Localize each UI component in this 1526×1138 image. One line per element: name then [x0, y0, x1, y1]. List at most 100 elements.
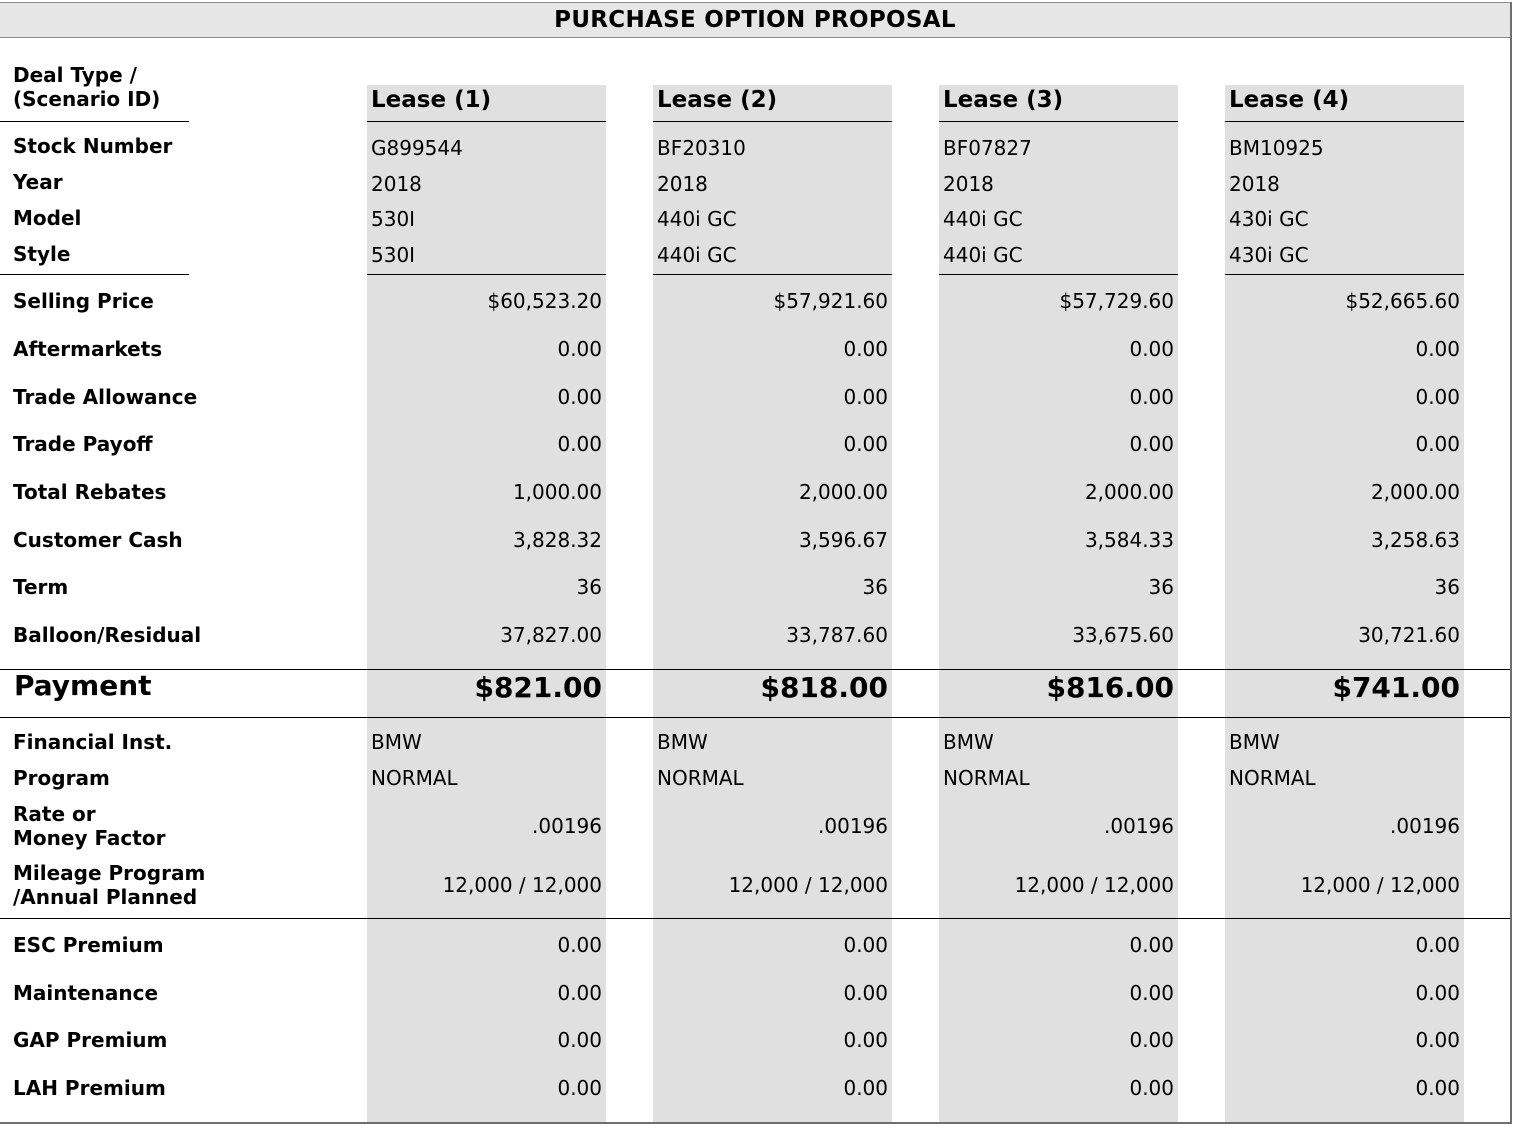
vehicle-rule-col-3 [939, 274, 1178, 275]
premiums-top-rule [0, 918, 1510, 919]
scenario-2-program: NORMAL [657, 766, 744, 790]
scenario-4-financial-inst: BMW [1229, 730, 1280, 754]
header-rule-col-2 [653, 121, 892, 122]
scenario-2-trade-payoff: 0.00 [843, 432, 888, 456]
scenario-2-customer-cash: 3,596.67 [798, 528, 888, 552]
label-annual-planned: /Annual Planned [13, 885, 198, 909]
label-aftermarkets: Aftermarkets [13, 337, 163, 361]
label-selling-price: Selling Price [13, 289, 154, 313]
label-scenario-id: (Scenario ID) [13, 87, 161, 111]
label-gap-premium: GAP Premium [13, 1028, 168, 1052]
label-term: Term [13, 575, 69, 599]
scenario-1-maintenance: 0.00 [557, 981, 602, 1005]
label-total-rebates: Total Rebates [13, 480, 167, 504]
scenario-2-rate: .00196 [818, 814, 888, 838]
vehicle-rule-label [0, 274, 189, 275]
scenario-column-2 [653, 85, 892, 1122]
scenario-4-aftermarkets: 0.00 [1415, 337, 1460, 361]
scenario-1-total-rebates: 1,000.00 [512, 480, 602, 504]
label-payment: Payment [14, 669, 152, 702]
label-lah-premium: LAH Premium [13, 1076, 166, 1100]
scenario-4-year: 2018 [1229, 172, 1280, 196]
sheet-frame [0, 2, 1512, 1124]
scenario-1-stock-number: G899544 [371, 136, 463, 160]
scenario-4-lah-premium: 0.00 [1415, 1076, 1460, 1100]
label-model: Model [13, 206, 82, 230]
scenario-2-style: 440i GC [657, 243, 737, 267]
scenario-1-mileage: 12,000 / 12,000 [442, 873, 602, 897]
scenario-1-trade-payoff: 0.00 [557, 432, 602, 456]
payment-bottom-rule [0, 717, 1510, 718]
scenario-3-aftermarkets: 0.00 [1129, 337, 1174, 361]
scenario-4-esc-premium: 0.00 [1415, 933, 1460, 957]
scenario-3-balloon-residual: 33,675.60 [1072, 623, 1174, 647]
scenario-2-gap-premium: 0.00 [843, 1028, 888, 1052]
label-customer-cash: Customer Cash [13, 528, 183, 552]
label-maintenance: Maintenance [13, 981, 159, 1005]
scenario-3-term: 36 [1148, 575, 1174, 599]
scenario-3-esc-premium: 0.00 [1129, 933, 1174, 957]
scenario-3-deal-type: Lease (3) [943, 87, 1064, 113]
scenario-3-financial-inst: BMW [943, 730, 994, 754]
vehicle-rule-col-4 [1225, 274, 1464, 275]
scenario-3-gap-premium: 0.00 [1129, 1028, 1174, 1052]
scenario-2-model: 440i GC [657, 207, 737, 231]
scenario-4-term: 36 [1434, 575, 1460, 599]
label-style: Style [13, 242, 71, 266]
scenario-4-gap-premium: 0.00 [1415, 1028, 1460, 1052]
scenario-1-financial-inst: BMW [371, 730, 422, 754]
scenario-3-stock-number: BF07827 [943, 136, 1032, 160]
scenario-3-year: 2018 [943, 172, 994, 196]
label-balloon-residual: Balloon/Residual [13, 623, 202, 647]
vehicle-rule-col-2 [653, 274, 892, 275]
header-rule-col-3 [939, 121, 1178, 122]
scenario-1-term: 36 [576, 575, 602, 599]
scenario-4-customer-cash: 3,258.63 [1370, 528, 1460, 552]
scenario-2-aftermarkets: 0.00 [843, 337, 888, 361]
scenario-3-trade-payoff: 0.00 [1129, 432, 1174, 456]
scenario-2-total-rebates: 2,000.00 [798, 480, 888, 504]
scenario-4-balloon-residual: 30,721.60 [1358, 623, 1460, 647]
scenario-3-mileage: 12,000 / 12,000 [1014, 873, 1174, 897]
scenario-column-4 [1225, 85, 1464, 1122]
scenario-2-lah-premium: 0.00 [843, 1076, 888, 1100]
scenario-2-mileage: 12,000 / 12,000 [728, 873, 888, 897]
scenario-3-style: 440i GC [943, 243, 1023, 267]
vehicle-rule-col-1 [367, 274, 606, 275]
scenario-1-deal-type: Lease (1) [371, 87, 492, 113]
scenario-4-program: NORMAL [1229, 766, 1316, 790]
scenario-1-trade-allowance: 0.00 [557, 385, 602, 409]
header-rule-label [0, 121, 189, 122]
scenario-2-term: 36 [862, 575, 888, 599]
scenario-4-stock-number: BM10925 [1229, 136, 1324, 160]
scenario-1-rate: .00196 [532, 814, 602, 838]
scenario-3-rate: .00196 [1104, 814, 1174, 838]
label-stock-number: Stock Number [13, 134, 173, 158]
scenario-4-trade-allowance: 0.00 [1415, 385, 1460, 409]
payment-top-rule [0, 669, 1510, 670]
header-rule-col-4 [1225, 121, 1464, 122]
scenario-1-style: 530I [371, 243, 416, 267]
scenario-1-program: NORMAL [371, 766, 458, 790]
scenario-1-model: 530I [371, 207, 416, 231]
scenario-2-balloon-residual: 33,787.60 [786, 623, 888, 647]
scenario-2-selling-price: $57,921.60 [773, 289, 888, 313]
scenario-column-1 [367, 85, 606, 1122]
scenario-1-lah-premium: 0.00 [557, 1076, 602, 1100]
scenario-4-rate: .00196 [1390, 814, 1460, 838]
scenario-3-payment: $816.00 [1046, 671, 1174, 704]
label-money-factor: Money Factor [13, 826, 166, 850]
scenario-3-customer-cash: 3,584.33 [1084, 528, 1174, 552]
scenario-1-payment: $821.00 [474, 671, 602, 704]
label-mileage-program: Mileage Program [13, 861, 206, 885]
scenario-3-lah-premium: 0.00 [1129, 1076, 1174, 1100]
header-rule-col-1 [367, 121, 606, 122]
page-title: PURCHASE OPTION PROPOSAL [0, 2, 1510, 38]
scenario-1-aftermarkets: 0.00 [557, 337, 602, 361]
scenario-4-payment: $741.00 [1332, 671, 1460, 704]
scenario-2-maintenance: 0.00 [843, 981, 888, 1005]
scenario-4-selling-price: $52,665.60 [1345, 289, 1460, 313]
scenario-1-gap-premium: 0.00 [557, 1028, 602, 1052]
scenario-1-esc-premium: 0.00 [557, 933, 602, 957]
scenario-3-trade-allowance: 0.00 [1129, 385, 1174, 409]
